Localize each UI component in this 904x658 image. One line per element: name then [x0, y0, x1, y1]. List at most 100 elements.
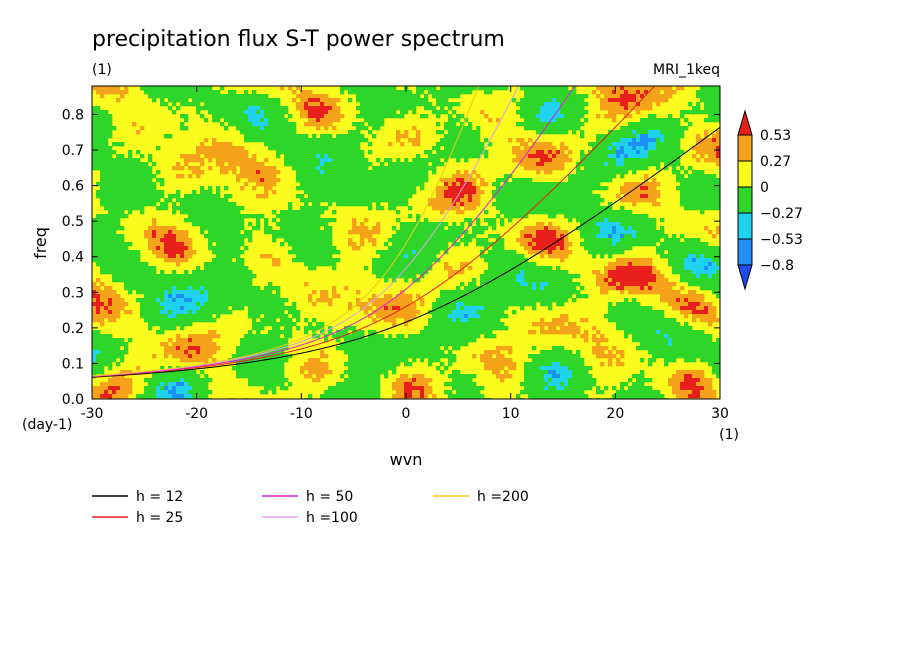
heatmap-cell	[244, 270, 249, 275]
heatmap-cell	[392, 114, 397, 119]
heatmap-cell	[164, 242, 169, 247]
heatmap-cell	[592, 170, 597, 175]
heatmap-cell	[336, 162, 341, 167]
heatmap-cell	[588, 154, 593, 159]
heatmap-cell	[656, 150, 661, 155]
heatmap-cell	[224, 126, 229, 131]
heatmap-cell	[696, 174, 701, 179]
heatmap-cell	[156, 254, 161, 259]
heatmap-cell	[236, 266, 241, 271]
heatmap-cell	[160, 226, 165, 231]
heatmap-cell	[352, 246, 357, 251]
heatmap-cell	[460, 194, 465, 199]
heatmap-cell	[608, 242, 613, 247]
heatmap-cell	[192, 250, 197, 255]
heatmap-cell	[408, 206, 413, 211]
heatmap-cell	[340, 86, 345, 91]
heatmap-cell	[596, 270, 601, 275]
heatmap-cell	[272, 134, 277, 139]
heatmap-cell	[660, 86, 665, 91]
heatmap-cell	[356, 226, 361, 231]
heatmap-cell	[548, 254, 553, 259]
heatmap-cell	[380, 122, 385, 127]
heatmap-cell	[684, 270, 689, 275]
heatmap-cell	[424, 230, 429, 235]
heatmap-cell	[412, 126, 417, 131]
heatmap-cell	[220, 170, 225, 175]
heatmap-cell	[656, 130, 661, 135]
heatmap-cell	[96, 126, 101, 131]
heatmap-cell	[528, 246, 533, 251]
heatmap-cell	[288, 214, 293, 219]
heatmap-cell	[148, 178, 153, 183]
heatmap-cell	[632, 286, 637, 291]
heatmap-cell	[196, 174, 201, 179]
heatmap-cell	[468, 86, 473, 91]
heatmap-cell	[192, 282, 197, 287]
heatmap-cell	[528, 118, 533, 123]
heatmap-cell	[308, 138, 313, 143]
heatmap-cell	[464, 230, 469, 235]
heatmap-cell	[656, 270, 661, 275]
heatmap-cell	[452, 150, 457, 155]
heatmap-cell	[672, 242, 677, 247]
heatmap-cell	[292, 98, 297, 103]
heatmap-cell	[532, 182, 537, 187]
heatmap-cell	[308, 174, 313, 179]
heatmap-cell	[332, 186, 337, 191]
heatmap-cell	[656, 278, 661, 283]
heatmap-cell	[212, 270, 217, 275]
heatmap-cell	[176, 278, 181, 283]
heatmap-cell	[412, 162, 417, 167]
heatmap-cell	[320, 110, 325, 115]
heatmap-cell	[592, 90, 597, 95]
heatmap-cell	[668, 150, 673, 155]
heatmap-cell	[104, 138, 109, 143]
heatmap-cell	[536, 266, 541, 271]
heatmap-cell	[288, 130, 293, 135]
heatmap-cell	[628, 218, 633, 223]
heatmap-cell	[296, 250, 301, 255]
heatmap-cell	[236, 214, 241, 219]
heatmap-cell	[140, 262, 145, 267]
heatmap-cell	[644, 238, 649, 243]
heatmap-cell	[688, 166, 693, 171]
heatmap-cell	[520, 182, 525, 187]
heatmap-cell	[224, 250, 229, 255]
heatmap-cell	[464, 178, 469, 183]
heatmap-cell	[576, 218, 581, 223]
heatmap-cell	[96, 278, 101, 283]
heatmap-cell	[320, 146, 325, 151]
heatmap-cell	[372, 102, 377, 107]
heatmap-cell	[324, 118, 329, 123]
heatmap-cell	[192, 154, 197, 159]
heatmap-cell	[100, 266, 105, 271]
heatmap-cell	[324, 190, 329, 195]
heatmap-cell	[712, 190, 717, 195]
heatmap-cell	[272, 258, 277, 263]
heatmap-cell	[336, 154, 341, 159]
heatmap-cell	[356, 202, 361, 207]
heatmap-cell	[572, 186, 577, 191]
heatmap-cell	[264, 194, 269, 199]
heatmap-cell	[628, 270, 633, 275]
heatmap-cell	[608, 154, 613, 159]
heatmap-cell	[684, 258, 689, 263]
heatmap-cell	[600, 186, 605, 191]
heatmap-cell	[296, 142, 301, 147]
heatmap-cell	[208, 282, 213, 287]
heatmap-cell	[332, 250, 337, 255]
heatmap-cell	[260, 166, 265, 171]
heatmap-cell	[484, 154, 489, 159]
heatmap-cell	[320, 242, 325, 247]
heatmap-cell	[572, 202, 577, 207]
heatmap-cell	[392, 166, 397, 171]
heatmap-cell	[528, 206, 533, 211]
heatmap-cell	[616, 102, 621, 107]
heatmap-cell	[564, 254, 569, 259]
heatmap-cell	[396, 138, 401, 143]
heatmap-cell	[372, 226, 377, 231]
heatmap-cell	[452, 154, 457, 159]
heatmap-cell	[160, 102, 165, 107]
heatmap-cell	[228, 150, 233, 155]
